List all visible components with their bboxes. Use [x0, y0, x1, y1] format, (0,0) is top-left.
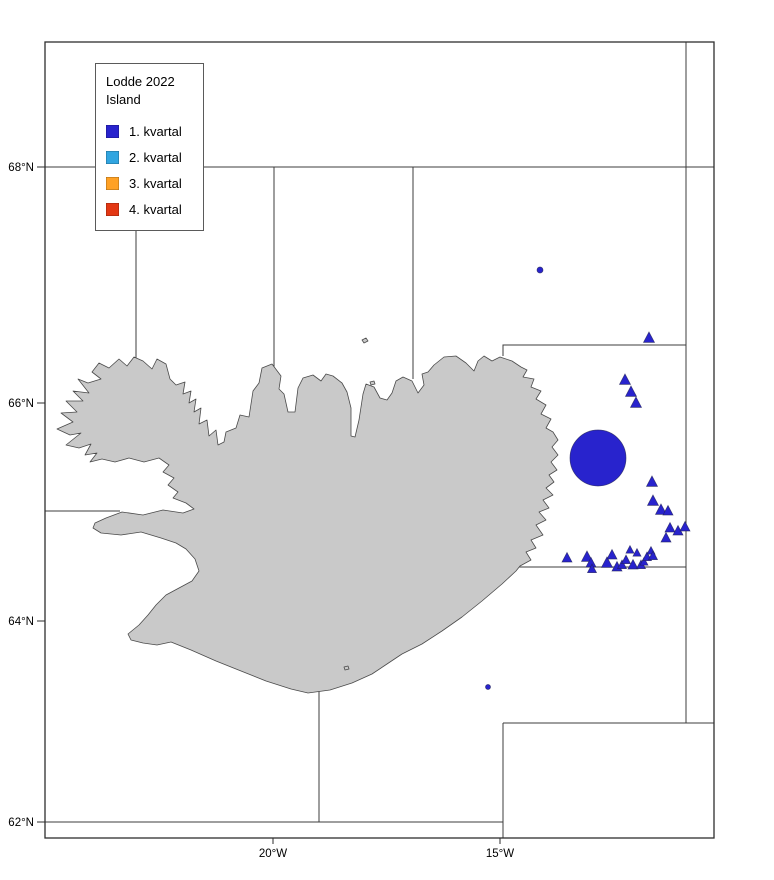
legend-swatch-icon — [106, 177, 119, 191]
islet-flatey — [369, 380, 376, 386]
legend-swatch-icon — [106, 125, 119, 139]
iceland-landmass — [56, 355, 559, 694]
boundary-line — [502, 344, 686, 356]
catch-marker-circle — [536, 266, 544, 274]
x-axis-tick-label: 15°W — [486, 848, 514, 860]
legend-title-line2: Island — [106, 91, 141, 107]
legend-box: Lodde 2022 Island 1. kvartal 2. kvartal 3.… — [95, 63, 204, 231]
islet-grimsey — [361, 337, 369, 344]
legend-items: 1. kvartal 2. kvartal 3. kvartal 4. kvartal — [106, 122, 203, 219]
catch-marker-circle — [569, 429, 627, 487]
catch-marker-triangle — [654, 503, 668, 515]
catch-marker-triangle — [645, 475, 659, 487]
legend-item: 1. kvartal — [106, 122, 203, 141]
legend-title-line1: Lodde 2022 — [106, 74, 175, 89]
catch-marker-triangle — [620, 554, 632, 564]
catch-marker-triangle — [580, 550, 594, 562]
catch-marker-triangle — [679, 520, 691, 532]
catch-marker-triangle — [616, 559, 628, 569]
catch-marker-triangle — [642, 331, 656, 343]
catch-marker-triangle — [606, 548, 618, 560]
catch-marker-triangle — [627, 558, 639, 570]
catch-marker-triangle — [647, 550, 659, 560]
catch-marker-triangle — [664, 521, 676, 533]
catch-marker-triangle — [561, 551, 573, 563]
catch-marker-triangle — [618, 373, 632, 385]
legend-item-label: 1. kvartal — [129, 124, 182, 140]
catch-marker-triangle — [629, 396, 643, 408]
catch-marker-triangle — [586, 563, 598, 573]
legend-title: Lodde 2022 Island — [106, 73, 203, 108]
y-axis-tick-label: 66°N — [8, 398, 34, 410]
legend-item: 2. kvartal — [106, 148, 203, 167]
catch-marker-triangle — [662, 504, 674, 516]
legend-item-label: 2. kvartal — [129, 150, 182, 166]
catch-marker-triangle — [639, 556, 649, 566]
legend-swatch-icon — [106, 151, 119, 165]
legend-item-label: 3. kvartal — [129, 176, 182, 192]
y-axis-tick-label: 62°N — [8, 817, 34, 829]
catch-marker-triangle — [646, 494, 660, 506]
y-axis-tick-label: 64°N — [8, 616, 34, 628]
legend-item: 4. kvartal — [106, 200, 203, 219]
catch-marker-triangle — [660, 531, 672, 543]
catch-marker-triangle — [625, 544, 635, 554]
map-frame — [44, 41, 715, 839]
x-axis-tick-label: 20°W — [259, 848, 287, 860]
legend-item: 3. kvartal — [106, 174, 203, 193]
islet-vestmannaeyjar — [343, 665, 350, 671]
legend-swatch-icon — [106, 203, 119, 217]
catch-marker-triangle — [632, 547, 642, 557]
catch-marker-circle — [485, 684, 491, 690]
legend-item-label: 4. kvartal — [129, 202, 182, 218]
y-axis-tick-label: 68°N — [8, 162, 34, 174]
catch-marker-triangle — [600, 556, 614, 568]
catch-marker-triangle — [624, 385, 638, 397]
